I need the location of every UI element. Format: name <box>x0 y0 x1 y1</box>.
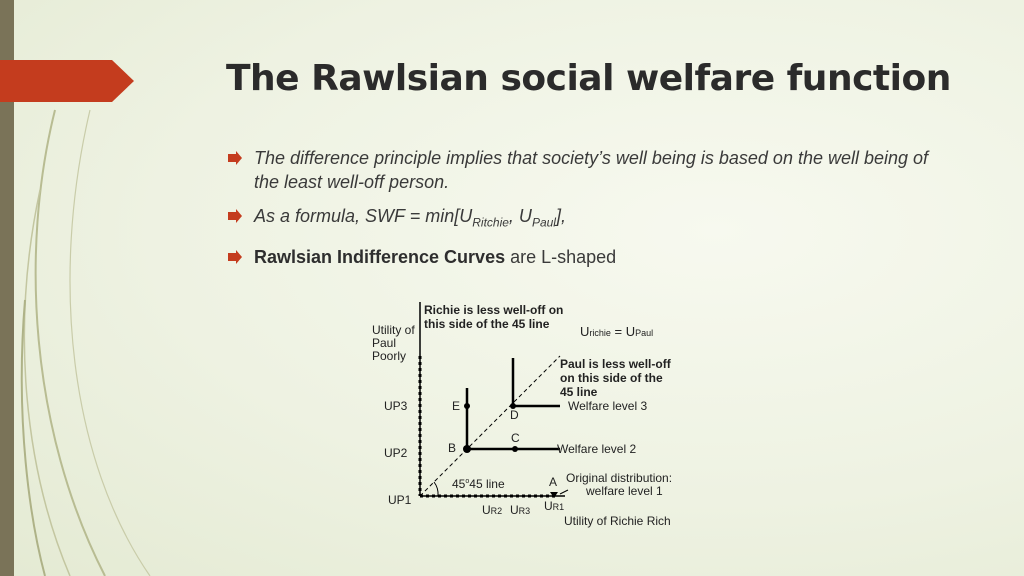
arrow-bullet-icon <box>228 209 242 223</box>
bullet-indifference-curves: Rawlsian Indifference Curves are L-shape… <box>228 245 948 269</box>
bullet-text: are L-shaped <box>505 246 617 267</box>
label-c: C <box>511 431 520 445</box>
y-axis-label-line-3: Poorly <box>372 349 406 363</box>
arrow-bullet-icon <box>228 151 242 165</box>
label-d: D <box>510 408 519 422</box>
bullet-difference-principle: The difference principle implies that so… <box>228 146 948 194</box>
point-d <box>510 403 516 409</box>
welfare-level-2-label: Welfare level 2 <box>557 442 636 456</box>
decorative-swooshes <box>20 109 151 576</box>
point-a-marker <box>550 492 558 498</box>
label-e: E <box>452 399 460 413</box>
x-tick-ur2: UR2 <box>482 503 502 517</box>
bullet-text: The difference principle implies that so… <box>254 148 929 192</box>
arrow-bullet-icon <box>228 249 242 264</box>
label-a: A <box>549 475 557 489</box>
y-axis-label-line-2: Paul <box>372 336 396 350</box>
formula-text: As a formula, SWF = min[URitchie, UPaul]… <box>254 206 566 230</box>
point-e <box>464 403 470 409</box>
x-tick-ur1: UR1 <box>544 499 564 513</box>
45-line-label: 45o45 line <box>452 477 505 491</box>
y-axis-label-line-1: Utility of <box>372 323 415 337</box>
page-title: The Rawlsian social welfare function <box>226 58 951 99</box>
bold-term: Rawlsian Indifference Curves <box>254 246 506 267</box>
paul-note-line-1: Paul is less well-off <box>560 357 672 371</box>
y-tick-up2: UP2 <box>384 446 408 460</box>
paul-note-line-2: on this side of the <box>560 371 663 385</box>
y-tick-up3: UP3 <box>384 399 408 413</box>
original-arrow <box>559 489 569 495</box>
x-axis-label: Utility of Richie Rich <box>564 514 671 528</box>
label-b: B <box>448 441 456 455</box>
equality-label: Urichie = UPaul <box>580 324 653 339</box>
bullet-list: The difference principle implies that so… <box>228 146 948 279</box>
left-accent-bar <box>0 0 14 576</box>
45-degree-line <box>419 355 561 497</box>
45-degree-arc <box>433 481 439 497</box>
original-distribution-line-2: welfare level 1 <box>585 484 663 498</box>
welfare-level-3-label: Welfare level 3 <box>568 399 647 413</box>
x-tick-ur3: UR3 <box>510 503 530 517</box>
welfare-level-3-curve <box>511 358 560 408</box>
original-distribution-line-1: Original distribution: <box>566 471 672 485</box>
paul-note-line-3: 45 line <box>560 385 598 399</box>
richie-note-line-2: this side of the 45 line <box>424 317 550 331</box>
title-accent-tab <box>0 60 134 102</box>
rawlsian-diagram: Utility of Paul Poorly Richie is less we… <box>372 302 672 528</box>
point-b <box>463 445 471 453</box>
richie-note-line-1: Richie is less well-off on <box>424 303 563 317</box>
y-tick-up1: UP1 <box>388 493 412 507</box>
point-c <box>512 446 518 452</box>
bullet-formula: As a formula, SWF = min[URitchie, UPaul]… <box>228 204 948 235</box>
